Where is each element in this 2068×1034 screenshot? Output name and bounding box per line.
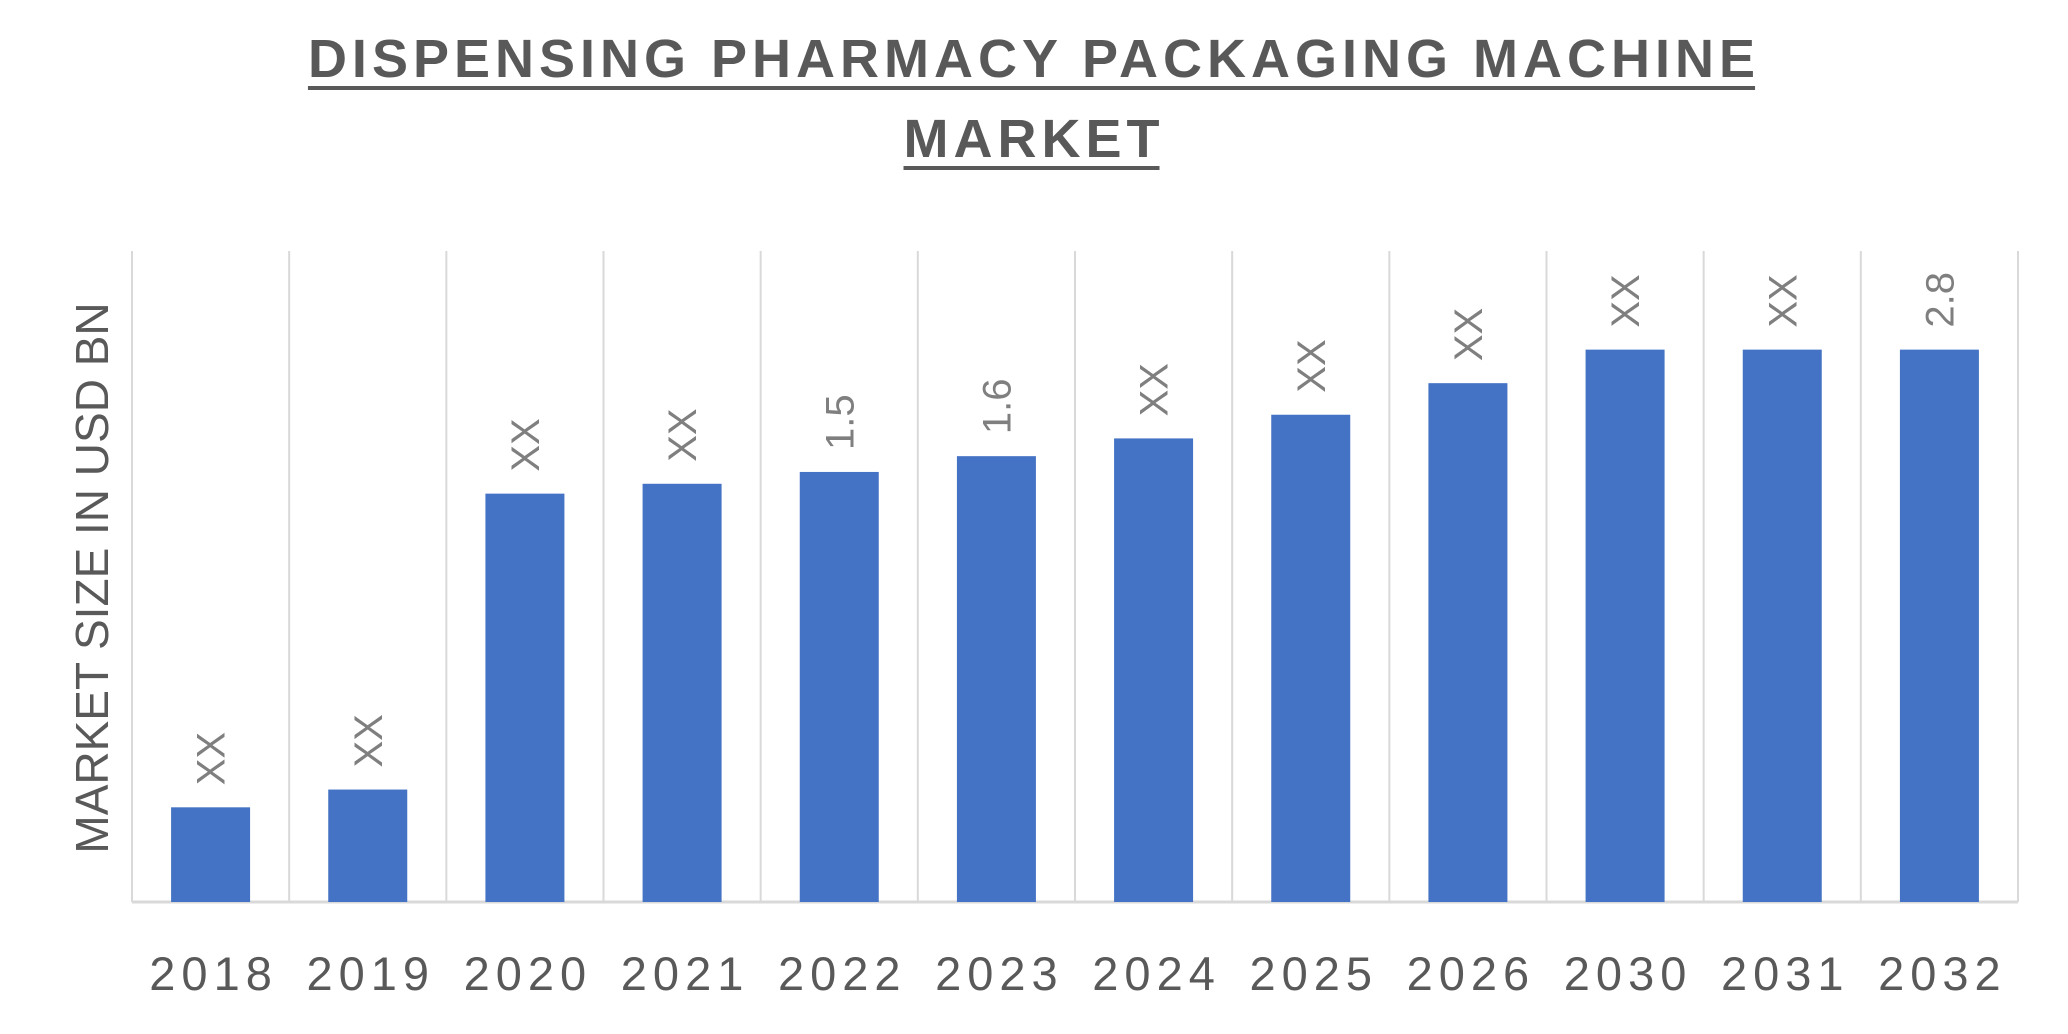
bar-2023 (956, 456, 1036, 902)
bar-2026 (1428, 383, 1508, 902)
data-label-2018: XX (190, 732, 234, 785)
data-label-2021: XX (661, 408, 705, 461)
x-tick-2019: 2019 (306, 947, 435, 1000)
x-tick-2023: 2023 (935, 947, 1064, 1000)
data-label-2025: XX (1290, 339, 1334, 392)
bar-2032 (1899, 349, 1979, 902)
x-tick-2032: 2032 (1878, 947, 2007, 1000)
y-axis-label: MARKET SIZE IN USD BN (66, 302, 118, 853)
x-tick-2020: 2020 (464, 947, 593, 1000)
title-line: MARKET (904, 109, 1165, 169)
data-label-2030: XX (1604, 274, 1648, 327)
title-underline (307, 86, 1756, 90)
data-label-2020: XX (504, 418, 548, 471)
bar-2020 (485, 493, 565, 902)
bar-2021 (642, 483, 722, 902)
bar-2019 (328, 789, 408, 902)
x-tick-2031: 2031 (1721, 947, 1850, 1000)
bar-2018 (171, 807, 251, 902)
x-tick-2018: 2018 (149, 947, 278, 1000)
bar-2031 (1742, 349, 1822, 902)
bar-2025 (1271, 414, 1351, 902)
data-label-2032: 2.8 (1918, 272, 1962, 328)
bar-2022 (799, 471, 879, 902)
x-tick-2026: 2026 (1407, 947, 1536, 1000)
title-line: DISPENSING PHARMACY PACKAGING MACHINE (308, 29, 1760, 89)
data-label-2023: 1.6 (975, 379, 1019, 435)
bars (171, 349, 1979, 902)
data-label-2024: XX (1133, 363, 1177, 416)
data-label-2022: 1.5 (818, 394, 862, 450)
bar-2030 (1585, 349, 1665, 902)
x-tick-2022: 2022 (778, 947, 907, 1000)
bar-2024 (1114, 438, 1194, 902)
data-label-2019: XX (347, 714, 391, 767)
x-tick-2021: 2021 (621, 947, 750, 1000)
data-labels: XX XX XX XX 1.5 1.6 XX XX XX XX XX 2.8 (190, 272, 1963, 785)
x-tick-2024: 2024 (1092, 947, 1221, 1000)
title-underline (903, 166, 1160, 170)
x-tick-labels: 2018 2019 2020 2021 2022 2023 2024 2025 2026 2030… (149, 947, 2007, 1000)
chart-title: DISPENSING PHARMACY PACKAGING MACHINE MAR… (307, 29, 1760, 170)
data-label-2031: XX (1761, 274, 1805, 327)
data-label-2026: XX (1447, 308, 1491, 361)
gridlines (131, 251, 2019, 904)
x-tick-2025: 2025 (1249, 947, 1378, 1000)
x-tick-2030: 2030 (1564, 947, 1693, 1000)
